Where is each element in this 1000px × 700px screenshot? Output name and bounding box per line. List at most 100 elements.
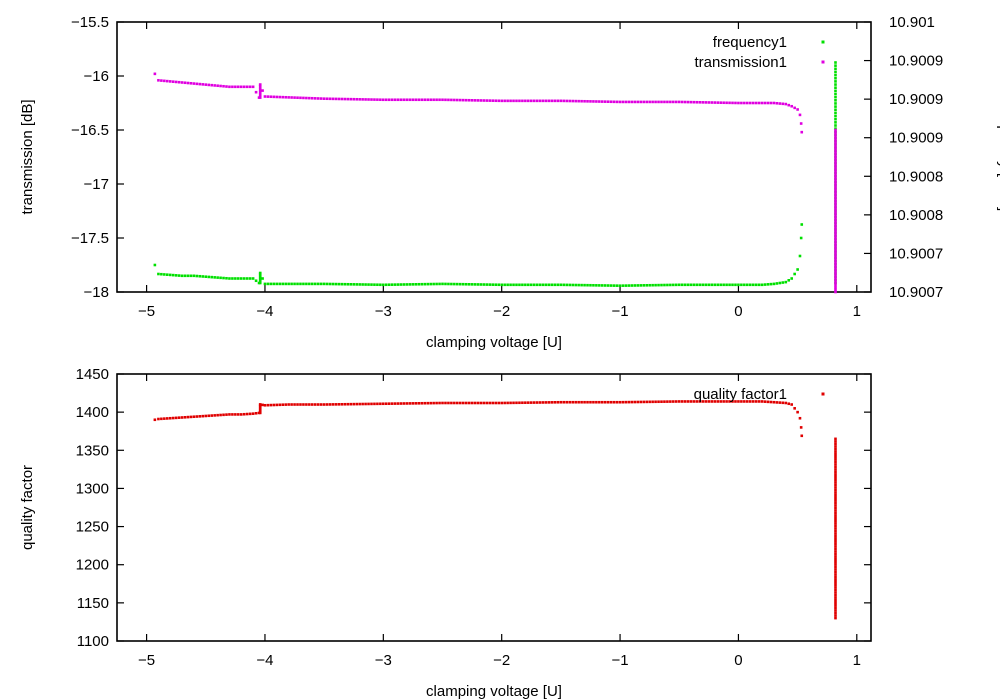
data-point bbox=[470, 283, 474, 286]
data-point bbox=[669, 283, 672, 287]
data-point bbox=[153, 72, 157, 76]
data-point bbox=[834, 61, 837, 64]
data-point bbox=[399, 98, 403, 102]
data-point bbox=[346, 402, 350, 406]
data-point bbox=[834, 286, 837, 289]
data-point bbox=[769, 282, 773, 286]
data-point bbox=[352, 402, 356, 406]
data-point bbox=[408, 402, 412, 405]
data-point bbox=[592, 400, 595, 404]
data-point bbox=[609, 400, 613, 404]
data-point bbox=[834, 267, 837, 271]
data-point bbox=[237, 413, 240, 416]
data-point bbox=[384, 283, 388, 287]
data-point bbox=[707, 400, 711, 403]
data-point bbox=[834, 545, 837, 548]
data-point bbox=[799, 122, 803, 125]
data-point bbox=[251, 277, 255, 280]
data-point bbox=[349, 402, 353, 406]
data-point bbox=[219, 276, 222, 280]
data-point bbox=[444, 282, 447, 286]
data-point bbox=[245, 277, 249, 280]
data-point bbox=[464, 98, 468, 102]
data-point bbox=[680, 400, 684, 403]
data-point bbox=[689, 100, 693, 104]
data-point bbox=[689, 283, 693, 287]
data-point bbox=[574, 283, 577, 287]
data-point bbox=[834, 181, 837, 185]
data-point bbox=[186, 274, 190, 278]
data-point bbox=[311, 403, 314, 406]
data-point bbox=[405, 283, 409, 286]
data-point bbox=[589, 400, 592, 404]
data-point bbox=[834, 135, 837, 139]
data-point bbox=[258, 88, 262, 91]
y-axis-label: quality factor bbox=[19, 465, 36, 550]
data-point bbox=[834, 557, 837, 561]
data-point bbox=[562, 283, 566, 287]
data-point bbox=[769, 400, 773, 404]
data-point bbox=[760, 283, 764, 287]
data-point bbox=[343, 402, 347, 406]
data-point bbox=[834, 142, 837, 146]
data-point bbox=[266, 282, 270, 286]
data-point bbox=[781, 401, 785, 405]
data-point bbox=[532, 99, 536, 103]
x-tick-label: −2 bbox=[493, 652, 510, 669]
data-point bbox=[541, 99, 545, 103]
data-point bbox=[586, 283, 589, 287]
data-point bbox=[781, 102, 785, 106]
data-point bbox=[716, 400, 720, 403]
data-point bbox=[778, 102, 782, 105]
data-point bbox=[834, 578, 837, 581]
data-point bbox=[559, 400, 563, 404]
data-point bbox=[834, 488, 837, 492]
data-point bbox=[834, 598, 837, 602]
data-point bbox=[207, 275, 211, 279]
data-point bbox=[651, 400, 654, 404]
data-point bbox=[834, 496, 837, 500]
data-point bbox=[305, 96, 308, 100]
data-point bbox=[438, 401, 441, 405]
data-point bbox=[299, 96, 302, 100]
data-point bbox=[743, 101, 746, 105]
data-point bbox=[800, 223, 804, 226]
data-point bbox=[325, 403, 329, 406]
data-point bbox=[737, 101, 740, 105]
data-point bbox=[358, 98, 361, 101]
data-point bbox=[308, 282, 311, 286]
data-point bbox=[834, 450, 837, 453]
data-point bbox=[458, 282, 462, 286]
data-point bbox=[834, 149, 837, 153]
data-point bbox=[308, 96, 311, 100]
data-point bbox=[308, 403, 311, 406]
data-point bbox=[751, 101, 755, 105]
data-point bbox=[624, 400, 628, 404]
data-point bbox=[473, 283, 477, 286]
data-point bbox=[834, 611, 837, 615]
data-point bbox=[275, 282, 279, 286]
data-point bbox=[275, 95, 279, 99]
data-point bbox=[198, 274, 202, 278]
data-point bbox=[160, 417, 163, 421]
data-point bbox=[834, 504, 837, 507]
data-point bbox=[772, 400, 776, 404]
data-point bbox=[213, 276, 216, 279]
data-point bbox=[834, 165, 837, 169]
data-point bbox=[473, 99, 477, 102]
data-point bbox=[769, 101, 773, 105]
data-point bbox=[497, 99, 501, 103]
data-point bbox=[790, 104, 793, 108]
data-point bbox=[550, 99, 554, 103]
data-point bbox=[239, 413, 243, 416]
data-point bbox=[731, 101, 734, 105]
data-point bbox=[834, 447, 837, 451]
data-point bbox=[544, 283, 548, 287]
data-point bbox=[834, 89, 837, 93]
data-point bbox=[574, 99, 577, 103]
data-point bbox=[281, 282, 285, 286]
data-point bbox=[231, 85, 234, 89]
data-point bbox=[417, 401, 421, 405]
data-point bbox=[612, 400, 616, 404]
data-point bbox=[547, 283, 551, 287]
